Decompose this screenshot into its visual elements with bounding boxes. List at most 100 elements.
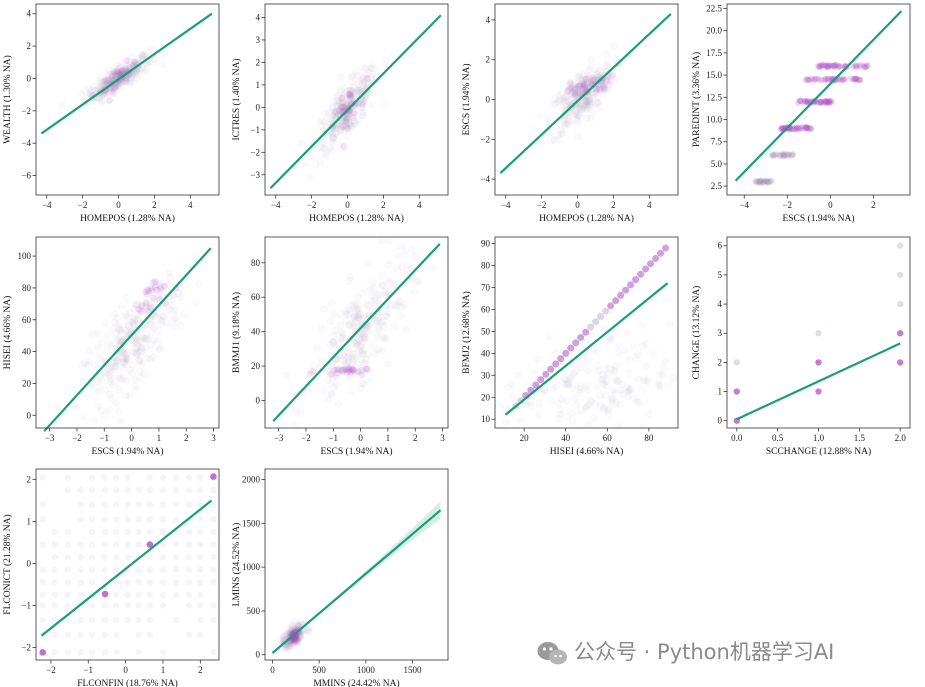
scatter-point: [344, 119, 353, 128]
scatter-point: [336, 368, 345, 377]
scatter-point: [332, 129, 341, 138]
scatter-point: [113, 566, 120, 573]
scatter-point: [392, 264, 401, 273]
scatter-point: [548, 396, 557, 405]
scatter-point: [367, 100, 376, 109]
scatter-point: [362, 365, 370, 373]
scatter-point: [582, 77, 591, 86]
scatter-point: [756, 179, 763, 186]
scatter-point: [129, 317, 138, 326]
scatter-point: [571, 106, 580, 115]
scatter-point: [345, 349, 354, 358]
x-tick-label: −3: [45, 433, 55, 443]
scatter-point: [607, 302, 615, 310]
scatter-point: [311, 160, 320, 169]
scatter-point: [185, 566, 193, 573]
scatter-point: [669, 373, 678, 382]
scatter-point: [357, 348, 366, 357]
scatter-point: [114, 69, 123, 78]
scatter-point: [146, 616, 154, 624]
scatter-point: [397, 311, 406, 320]
scatter-point: [210, 602, 217, 609]
scatter-point: [116, 337, 125, 346]
scatter-point: [354, 84, 363, 93]
scatter-point: [318, 356, 327, 365]
y-tick-label: 0: [27, 73, 32, 83]
scatter-point: [88, 553, 96, 561]
x-tick-label: 40: [561, 433, 571, 443]
x-tick-label: 500: [312, 665, 326, 675]
scatter-point: [327, 128, 336, 137]
scatter-point: [649, 349, 658, 358]
scatter-point: [342, 120, 351, 129]
scatter-point: [804, 98, 811, 105]
scatter-point: [39, 501, 46, 508]
scatter-point: [343, 100, 352, 109]
scatter-point: [121, 355, 130, 364]
scatter-point: [583, 96, 592, 105]
scatter-point: [546, 115, 555, 124]
y-axis-label: BFMJ2 (12.68% NA): [461, 291, 472, 374]
scatter-point: [51, 631, 58, 639]
scatter-point: [158, 283, 167, 292]
regression-line: [271, 509, 442, 654]
scatter-point: [153, 293, 162, 302]
scatter-point: [113, 501, 120, 508]
scatter-point: [335, 344, 344, 353]
scatter-point: [579, 83, 587, 91]
scatter-point: [172, 474, 180, 481]
y-tick-label: 0: [256, 650, 261, 660]
x-axis-label: HOMEPOS (1.28% NA): [309, 213, 404, 224]
scatter-point: [185, 528, 193, 536]
scatter-point: [358, 111, 367, 120]
scatter-point: [379, 281, 388, 290]
scatter-point: [802, 124, 810, 132]
scatter-point: [144, 286, 152, 294]
scatter-point: [342, 306, 351, 315]
scatter-point: [347, 365, 356, 374]
scatter-point: [135, 528, 142, 536]
scatter-point: [143, 354, 152, 363]
scatter-point: [142, 65, 151, 74]
scatter-point: [344, 321, 353, 330]
scatter-point: [341, 317, 350, 326]
scatter-point: [115, 79, 124, 88]
scatter-point: [350, 311, 359, 320]
scatter-point: [359, 346, 368, 355]
scatter-point: [39, 616, 46, 624]
y-tick-label: −4: [21, 138, 31, 148]
x-tick-label: 0: [358, 433, 363, 443]
scatter-point: [147, 317, 156, 326]
scatter-point: [109, 88, 117, 96]
scatter-point: [572, 400, 581, 409]
x-axis-label: SCCHANGE (12.88% NA): [766, 446, 871, 457]
scatter-point: [808, 75, 815, 82]
scatter-point: [366, 64, 375, 73]
scatter-point: [354, 314, 363, 323]
y-axis-label: BMMJ1 (9.18% NA): [231, 292, 242, 373]
scatter-point: [609, 42, 618, 51]
scatter-point: [321, 359, 330, 368]
scatter-point: [598, 89, 607, 98]
y-tick-label: 2.5: [711, 181, 723, 191]
scatter-point: [88, 486, 96, 494]
scatter-point: [77, 579, 85, 586]
scatter-point: [360, 78, 369, 87]
scatter-point: [853, 76, 860, 83]
scatter-point: [570, 82, 579, 91]
x-tick-label: −3: [274, 433, 284, 443]
scatter-point: [342, 121, 351, 130]
scatter-point: [64, 631, 71, 639]
scatter-point: [590, 90, 599, 99]
scatter-point: [329, 339, 338, 348]
scatter-point: [763, 178, 770, 185]
scatter-point: [345, 86, 354, 95]
scatter-point: [129, 78, 138, 87]
scatter-point: [328, 122, 337, 131]
scatter-point: [641, 376, 650, 385]
scatter-point: [155, 291, 164, 300]
scatter-point: [126, 73, 135, 82]
scatter-point: [320, 304, 329, 313]
scatter-point: [135, 342, 144, 351]
scatter-point: [346, 121, 355, 130]
